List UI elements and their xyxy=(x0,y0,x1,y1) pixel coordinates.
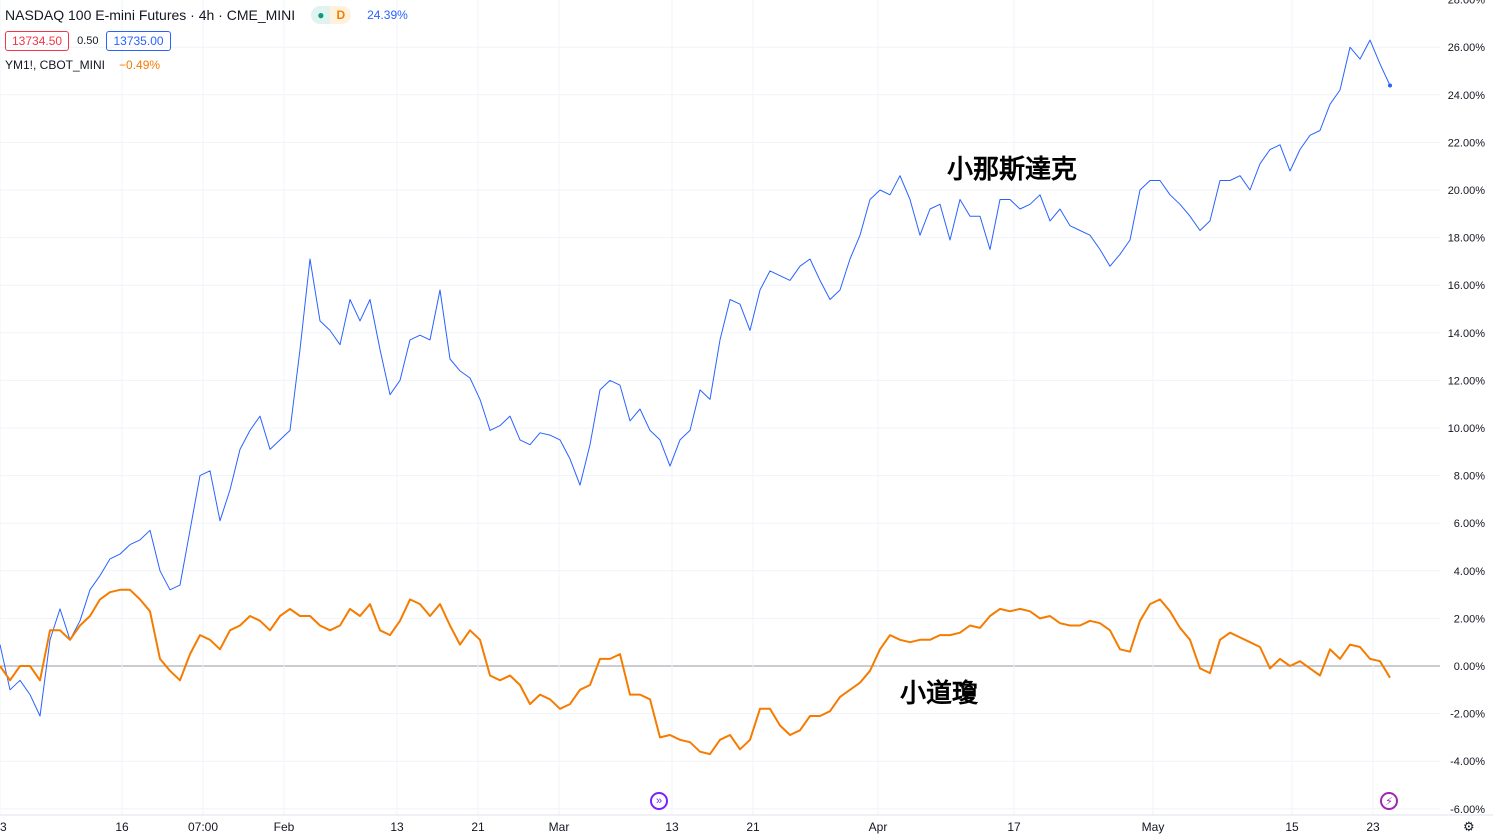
compare-symbol[interactable]: YM1!, CBOT_MINI xyxy=(5,58,106,72)
y-tick-label: 24.00% xyxy=(1448,90,1486,102)
nasdaq-series-line xyxy=(0,39,1391,717)
x-tick-label: 21 xyxy=(746,820,760,834)
x-tick-label: 15 xyxy=(1285,820,1299,834)
y-tick-label: 26.00% xyxy=(1448,42,1486,54)
dow-series-line xyxy=(0,588,1391,756)
x-tick-label: May xyxy=(1142,820,1165,834)
y-tick-label: 16.00% xyxy=(1448,280,1486,292)
main-change: 24.39% xyxy=(367,8,408,22)
x-tick-label: 23 xyxy=(0,820,7,834)
last-price-dot xyxy=(1388,83,1392,88)
y-tick-label: -4.00% xyxy=(1450,756,1485,768)
dow-annotation[interactable]: 小道瓊 xyxy=(900,679,979,709)
market-status-badge[interactable]: ● D xyxy=(311,6,352,24)
market-open-dot-icon: ● xyxy=(311,6,331,24)
compare-change: −0.49% xyxy=(119,58,161,72)
gear-icon[interactable]: ⚙ xyxy=(1463,819,1475,834)
x-tick-label: Feb xyxy=(274,820,295,834)
y-tick-label: 10.00% xyxy=(1448,423,1486,435)
y-tick-label: 2.00% xyxy=(1454,613,1485,625)
x-tick-label: 23 xyxy=(1366,820,1380,834)
y-tick-label: 4.00% xyxy=(1454,566,1485,578)
legend: NASDAQ 100 E-mini Futures · 4h · CME_MIN… xyxy=(5,4,408,76)
y-tick-label: 0.00% xyxy=(1454,661,1485,673)
delayed-badge: D xyxy=(330,6,352,24)
x-tick-label: 17 xyxy=(1007,820,1021,834)
double-arrow-icon[interactable]: » xyxy=(650,792,668,810)
y-tick-label: 18.00% xyxy=(1448,233,1486,245)
symbol-title[interactable]: NASDAQ 100 E-mini Futures · 4h · CME_MIN… xyxy=(5,7,296,23)
lightning-icon[interactable]: ⚡ xyxy=(1380,792,1398,810)
x-tick-label: 13 xyxy=(390,820,404,834)
spread: 0.50 xyxy=(77,35,99,47)
nasdaq-annotation[interactable]: 小那斯達克 xyxy=(947,155,1078,185)
y-tick-label: 22.00% xyxy=(1448,137,1486,149)
y-tick-label: 28.00% xyxy=(1448,0,1486,7)
x-tick-label: 16 xyxy=(115,820,129,834)
y-tick-label: -6.00% xyxy=(1450,804,1485,816)
buy-button[interactable]: 13735.00 xyxy=(106,31,171,51)
y-tick-label: 12.00% xyxy=(1448,375,1486,387)
sell-button[interactable]: 13734.50 xyxy=(5,31,70,51)
x-tick-label: Mar xyxy=(549,820,570,834)
y-tick-label: 8.00% xyxy=(1454,471,1485,483)
x-tick-label: 07:00 xyxy=(188,820,218,834)
y-tick-label: -2.00% xyxy=(1450,709,1485,721)
y-tick-label: 6.00% xyxy=(1454,518,1485,530)
y-tick-label: 14.00% xyxy=(1448,328,1486,340)
y-tick-label: 20.00% xyxy=(1448,185,1486,197)
x-tick-label: Apr xyxy=(869,820,888,834)
x-tick-label: 21 xyxy=(471,820,485,834)
x-tick-label: 13 xyxy=(665,820,679,834)
